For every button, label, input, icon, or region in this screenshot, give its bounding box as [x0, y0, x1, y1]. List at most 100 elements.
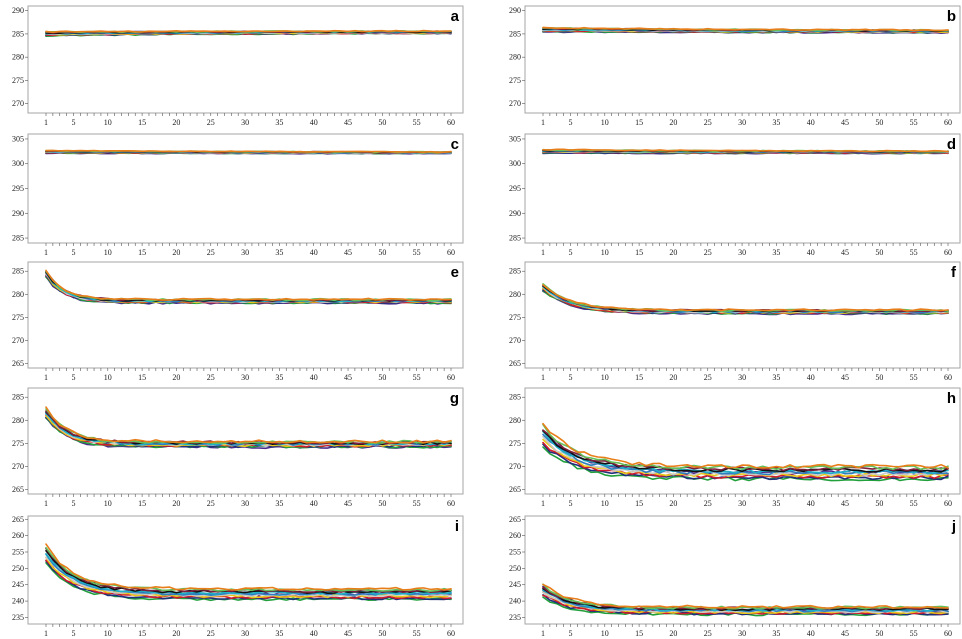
x-tick-label: 30 — [241, 118, 249, 127]
x-tick-label: 10 — [601, 373, 609, 382]
y-tick-label: 265 — [12, 515, 24, 524]
y-tick-label: 275 — [509, 313, 521, 322]
y-tick-label: 290 — [509, 209, 521, 218]
x-tick-label: 1 — [541, 629, 545, 638]
y-tick-label: 275 — [12, 439, 24, 448]
y-tick-label: 300 — [12, 159, 24, 168]
series-line-8 — [45, 271, 452, 303]
y-tick-label: 290 — [12, 6, 24, 15]
y-tick-label: 270 — [12, 462, 24, 471]
y-tick-label: 290 — [509, 6, 521, 15]
x-tick-label: 50 — [378, 248, 386, 257]
series-line-12 — [45, 149, 452, 153]
y-tick-label: 275 — [509, 76, 521, 85]
y-tick-label: 305 — [509, 134, 521, 143]
y-tick-label: 275 — [509, 439, 521, 448]
panel-label: d — [947, 136, 956, 153]
x-tick-label: 5 — [71, 629, 75, 638]
x-tick-label: 15 — [635, 629, 643, 638]
x-tick-label: 60 — [944, 248, 952, 257]
y-tick-label: 250 — [12, 564, 24, 573]
x-tick-label: 50 — [875, 118, 883, 127]
y-tick-label: 285 — [509, 267, 521, 276]
y-tick-label: 240 — [509, 597, 521, 606]
x-tick-label: 20 — [669, 373, 677, 382]
x-tick-label: 20 — [669, 248, 677, 257]
y-tick-label: 275 — [12, 76, 24, 85]
x-tick-label: 30 — [738, 248, 746, 257]
x-tick-label: 1 — [44, 118, 48, 127]
x-tick-label: 5 — [568, 499, 572, 508]
y-tick-label: 245 — [12, 580, 24, 589]
y-tick-label: 280 — [509, 290, 521, 299]
series-line-12 — [45, 406, 452, 444]
x-tick-label: 35 — [275, 629, 283, 638]
y-tick-label: 295 — [509, 184, 521, 193]
x-tick-label: 40 — [807, 499, 815, 508]
x-tick-label: 55 — [910, 629, 918, 638]
x-tick-label: 15 — [635, 118, 643, 127]
x-tick-label: 5 — [71, 118, 75, 127]
x-tick-label: 25 — [207, 118, 215, 127]
x-tick-label: 15 — [138, 629, 146, 638]
x-tick-label: 10 — [104, 629, 112, 638]
x-tick-label: 10 — [601, 118, 609, 127]
x-tick-label: 40 — [807, 248, 815, 257]
series-line-2 — [542, 446, 949, 482]
x-tick-label: 5 — [568, 118, 572, 127]
y-tick-label: 270 — [509, 336, 521, 345]
y-tick-label: 235 — [509, 613, 521, 622]
x-tick-label: 40 — [807, 373, 815, 382]
x-tick-label: 10 — [601, 499, 609, 508]
x-tick-label: 55 — [910, 499, 918, 508]
x-tick-label: 50 — [378, 118, 386, 127]
x-tick-label: 35 — [772, 118, 780, 127]
series-line-12 — [542, 26, 949, 32]
x-tick-label: 5 — [71, 499, 75, 508]
panel-label: j — [951, 518, 956, 535]
series-line-12 — [542, 583, 949, 609]
y-tick-label: 270 — [509, 99, 521, 108]
series-line-4 — [542, 441, 949, 479]
x-tick-label: 60 — [447, 629, 455, 638]
series-line-12 — [542, 422, 949, 469]
x-tick-label: 25 — [207, 629, 215, 638]
series-line-9 — [45, 271, 452, 302]
series-line-12 — [45, 269, 452, 301]
x-tick-label: 20 — [172, 373, 180, 382]
x-tick-label: 10 — [601, 629, 609, 638]
series-line-9 — [45, 550, 452, 594]
x-tick-label: 25 — [207, 248, 215, 257]
x-tick-label: 40 — [310, 499, 318, 508]
x-tick-label: 40 — [310, 373, 318, 382]
y-tick-label: 255 — [12, 548, 24, 557]
y-tick-label: 270 — [12, 336, 24, 345]
x-tick-label: 45 — [344, 118, 352, 127]
panel-frame — [524, 261, 961, 369]
x-tick-label: 30 — [241, 248, 249, 257]
x-tick-label: 20 — [172, 118, 180, 127]
x-tick-label: 10 — [601, 248, 609, 257]
y-tick-label: 275 — [12, 313, 24, 322]
series-line-12 — [542, 284, 949, 312]
x-tick-label: 30 — [738, 118, 746, 127]
x-tick-label: 45 — [344, 629, 352, 638]
x-tick-label: 15 — [635, 499, 643, 508]
y-tick-label: 255 — [509, 548, 521, 557]
x-tick-label: 1 — [44, 499, 48, 508]
x-tick-label: 30 — [738, 499, 746, 508]
x-tick-label: 30 — [241, 499, 249, 508]
x-tick-label: 35 — [275, 248, 283, 257]
x-tick-label: 50 — [875, 629, 883, 638]
y-tick-label: 285 — [12, 234, 24, 243]
y-tick-label: 280 — [509, 416, 521, 425]
y-tick-label: 265 — [12, 359, 24, 368]
x-tick-label: 5 — [568, 373, 572, 382]
x-tick-label: 50 — [378, 629, 386, 638]
panel-frame — [27, 515, 464, 625]
